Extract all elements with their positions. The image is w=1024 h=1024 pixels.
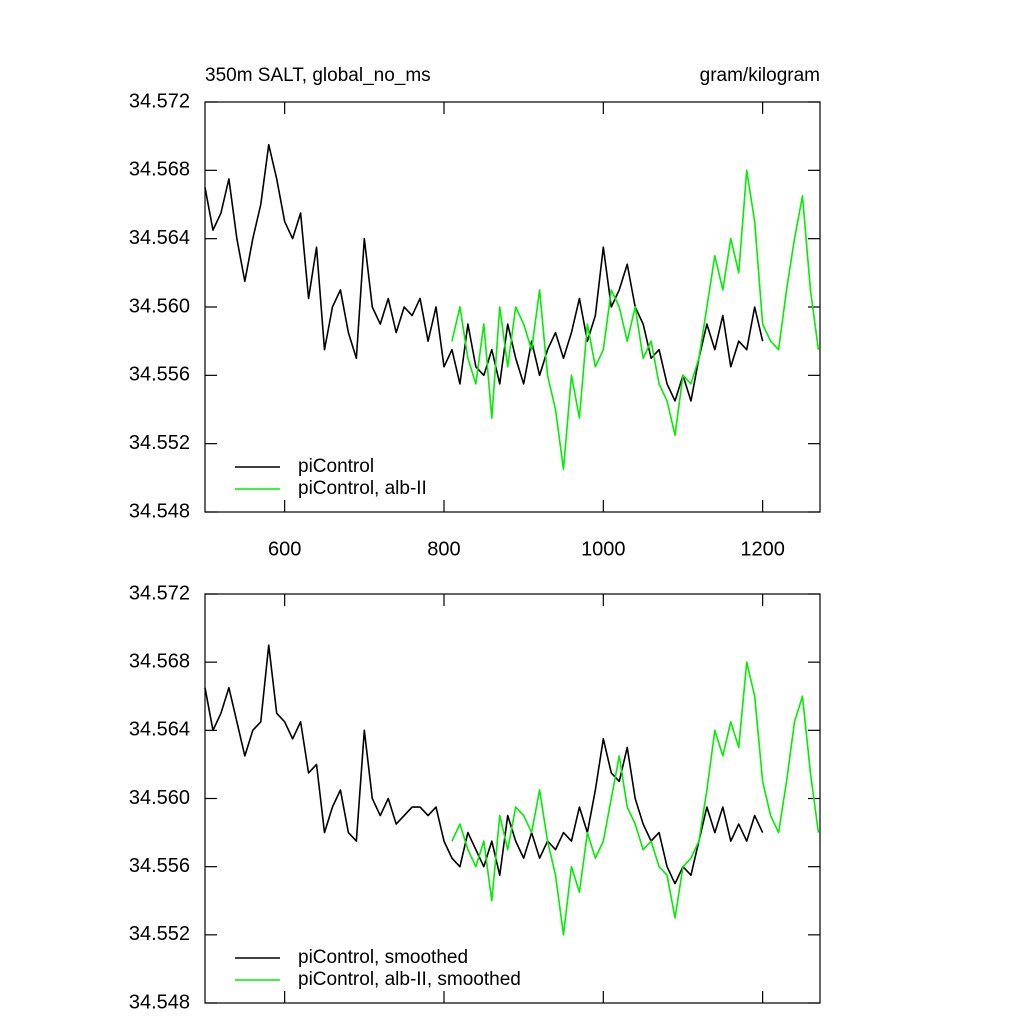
legend-label: piControl xyxy=(298,456,374,477)
y-tick-label: 34.560 xyxy=(129,787,190,809)
y-tick-label: 34.572 xyxy=(129,582,190,604)
legend-label: piControl, smoothed xyxy=(298,947,468,968)
y-tick-label: 34.564 xyxy=(129,227,190,249)
x-tick-label: 1200 xyxy=(740,538,785,560)
y-tick-label: 34.560 xyxy=(129,295,190,317)
y-tick-label: 34.568 xyxy=(129,159,190,181)
y-tick-label: 34.556 xyxy=(129,364,190,386)
y-tick-label: 34.552 xyxy=(129,432,190,454)
y-tick-label: 34.572 xyxy=(129,90,190,112)
y-tick-label: 34.552 xyxy=(129,923,190,945)
x-tick-label: 1000 xyxy=(581,538,626,560)
x-tick-label: 600 xyxy=(268,538,301,560)
plot-frame xyxy=(204,593,821,1004)
x-tick-label: 800 xyxy=(427,538,460,560)
y-tick-label: 34.548 xyxy=(129,500,190,522)
data-line xyxy=(451,661,820,936)
y-tick-label: 34.548 xyxy=(129,991,190,1013)
chart-title: 350m SALT, global_no_ms xyxy=(205,65,431,86)
y-tick-label: 34.564 xyxy=(129,719,190,741)
data-line xyxy=(204,644,764,885)
legend-label: piControl, alb-II xyxy=(298,478,427,499)
y-tick-label: 34.568 xyxy=(129,650,190,672)
legend-label: piControl, alb-II, smoothed xyxy=(298,969,521,990)
units-label: gram/kilogram xyxy=(700,65,820,86)
data-line xyxy=(204,143,764,402)
plot-frame xyxy=(204,101,821,513)
data-line xyxy=(451,169,820,471)
y-tick-label: 34.556 xyxy=(129,855,190,877)
